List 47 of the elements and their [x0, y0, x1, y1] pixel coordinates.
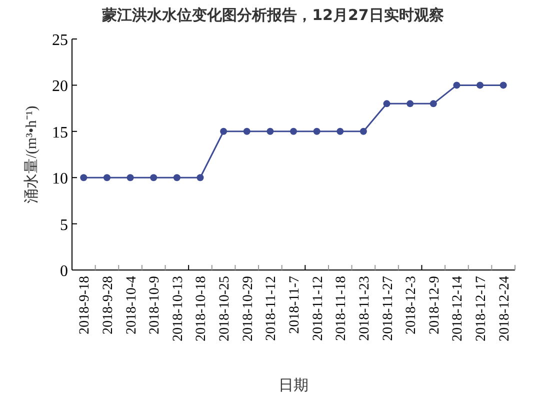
point — [476, 82, 484, 89]
point — [150, 174, 158, 182]
x-axis-title: 日期 — [278, 376, 308, 394]
y-tick-label: 5 — [60, 216, 68, 234]
point — [266, 128, 274, 135]
point — [453, 82, 460, 89]
point — [430, 100, 437, 108]
point — [500, 82, 507, 89]
x-tick-label: 2018-12-3 — [404, 276, 420, 334]
x-tick-label: 2018-12-17 — [474, 276, 490, 342]
y-tick-label: 10 — [52, 170, 68, 188]
x-tick-label: 2018-11-12 — [264, 276, 280, 341]
x-tick-label: 2018-10-29 — [240, 276, 256, 342]
x-tick-label: 2018-10-18 — [194, 276, 210, 342]
x-tick-label: 2018-11-12 — [310, 276, 326, 341]
point — [313, 128, 320, 135]
x-tick-label: 2018-12-14 — [450, 276, 466, 342]
x-tick-label: 2018-11-23 — [357, 276, 372, 341]
y-axis-title: 涌水量/(m³•h⁻¹) — [23, 106, 40, 204]
y-tick-label: 0 — [60, 263, 68, 280]
y-tick-label: 25 — [52, 32, 68, 49]
x-tick-label: 2018-12-24 — [497, 276, 512, 342]
x-tick-label: 2018-10-25 — [218, 276, 233, 342]
x-tick-label: 2018-10-9 — [148, 276, 163, 334]
point — [196, 174, 204, 182]
point — [336, 128, 344, 135]
point — [80, 174, 88, 182]
point — [383, 100, 390, 108]
point — [103, 174, 110, 182]
x-tick-label: 2018-9-28 — [100, 276, 116, 334]
x-tick-label: 2018-10-13 — [170, 276, 186, 342]
chart-title: 蒙江洪水水位变化图分析报告，12月27日实时观察 — [101, 6, 444, 24]
point — [360, 128, 367, 135]
x-tick-label: 2018-12-9 — [427, 276, 442, 334]
x-tick-label: 2018-11-18 — [334, 276, 350, 341]
point — [290, 128, 297, 135]
point — [406, 100, 414, 108]
x-tick-label: 2018-11-7 — [288, 276, 302, 334]
y-tick-label: 15 — [52, 124, 68, 142]
x-tick-label: 2018-9-18 — [78, 276, 93, 334]
point — [243, 128, 250, 135]
point — [173, 174, 180, 182]
x-tick-label: 2018-11-27 — [380, 276, 396, 341]
point — [126, 174, 134, 182]
x-tick-label: 2018-10-4 — [124, 276, 140, 334]
y-tick-label: 20 — [52, 78, 68, 96]
point — [220, 128, 228, 135]
